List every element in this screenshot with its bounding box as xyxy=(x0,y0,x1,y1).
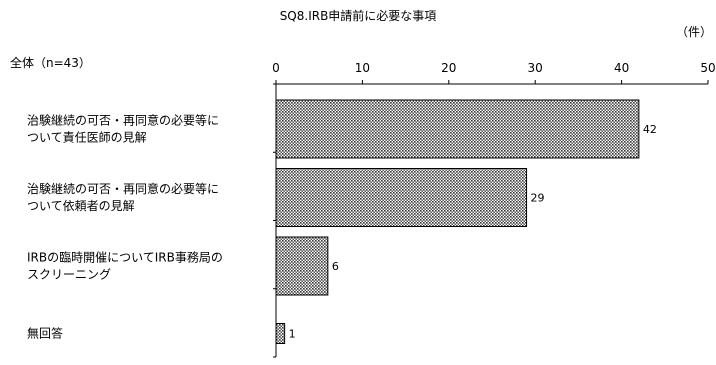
category-label: スクリーニング xyxy=(27,268,111,282)
chart-title: SQ8.IRB申請前に必要な事項 xyxy=(280,8,437,23)
category-label: 無回答 xyxy=(27,326,63,341)
category-label: 治験継続の可否・再同意の必要等に xyxy=(27,181,219,196)
x-tick-label: 20 xyxy=(441,61,456,75)
bar xyxy=(275,168,528,227)
data-label: 29 xyxy=(531,192,545,205)
category-label: ついて依頼者の見解 xyxy=(27,198,135,213)
x-tick-label: 0 xyxy=(272,61,280,75)
data-label: 6 xyxy=(332,260,339,273)
bars: 42 29 6 1 xyxy=(275,99,657,344)
x-axis-ticks: 0 10 20 30 40 50 xyxy=(272,61,716,84)
data-label: 1 xyxy=(289,328,296,341)
category-label: IRBの臨時開催についてIRB事務局の xyxy=(27,251,223,265)
x-tick-label: 50 xyxy=(700,61,715,75)
category-label: ついて責任医師の見解 xyxy=(27,131,147,145)
x-tick-label: 10 xyxy=(355,61,370,75)
unit-label: （件） xyxy=(676,25,712,39)
x-tick-label: 40 xyxy=(614,61,629,75)
group-label: 全体（n=43） xyxy=(10,55,91,70)
data-label: 42 xyxy=(643,123,657,136)
bar xyxy=(275,236,329,296)
x-tick-label: 30 xyxy=(528,61,543,75)
category-label: 治験継続の可否・再同意の必要等に xyxy=(27,113,219,128)
bar xyxy=(275,323,286,344)
bar xyxy=(275,99,640,159)
category-labels: 治験継続の可否・再同意の必要等について責任医師の見解治験継続の可否・再同意の必要… xyxy=(27,113,223,341)
